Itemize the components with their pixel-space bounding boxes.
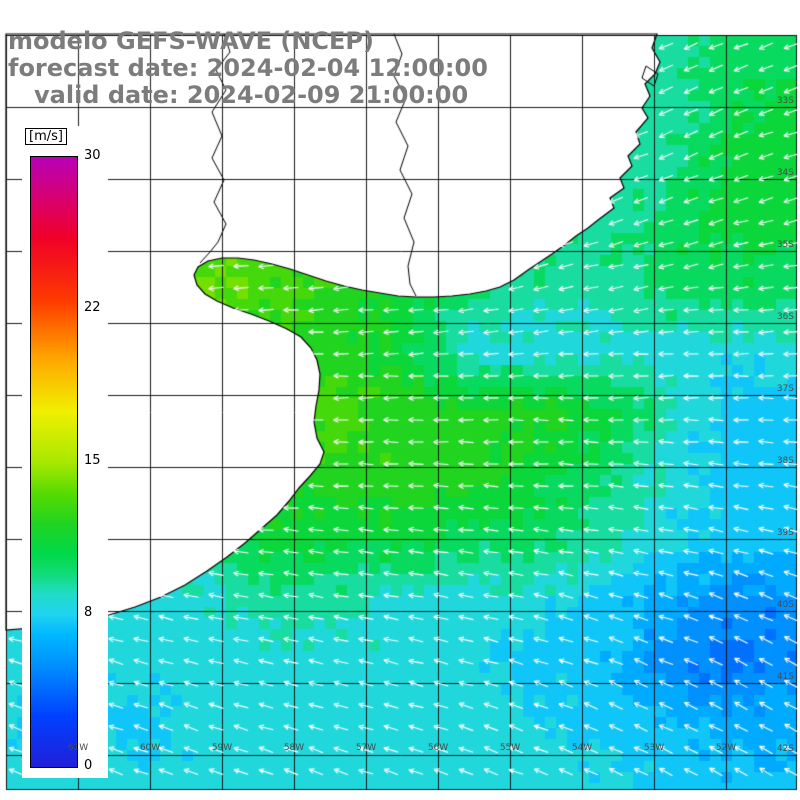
colorbar-tick-label: 0	[84, 758, 93, 773]
colorbar-gradient	[30, 156, 78, 768]
colorbar-tick-label: 22	[84, 300, 101, 315]
colorbar-unit-label: [m/s]	[25, 128, 67, 145]
model-title: modelo GEFS-WAVE (NCEP)	[8, 27, 374, 55]
forecast-date: forecast date: 2024-02-04 12:00:00	[8, 54, 488, 82]
colorbar-tick-label: 8	[84, 605, 93, 620]
colorbar-tick-label: 30	[84, 148, 101, 163]
colorbar-tick-label: 15	[84, 453, 101, 468]
colorbar: [m/s] 30 22 15 8 0	[22, 126, 108, 778]
valid-date: valid date: 2024-02-09 21:00:00	[34, 81, 469, 109]
